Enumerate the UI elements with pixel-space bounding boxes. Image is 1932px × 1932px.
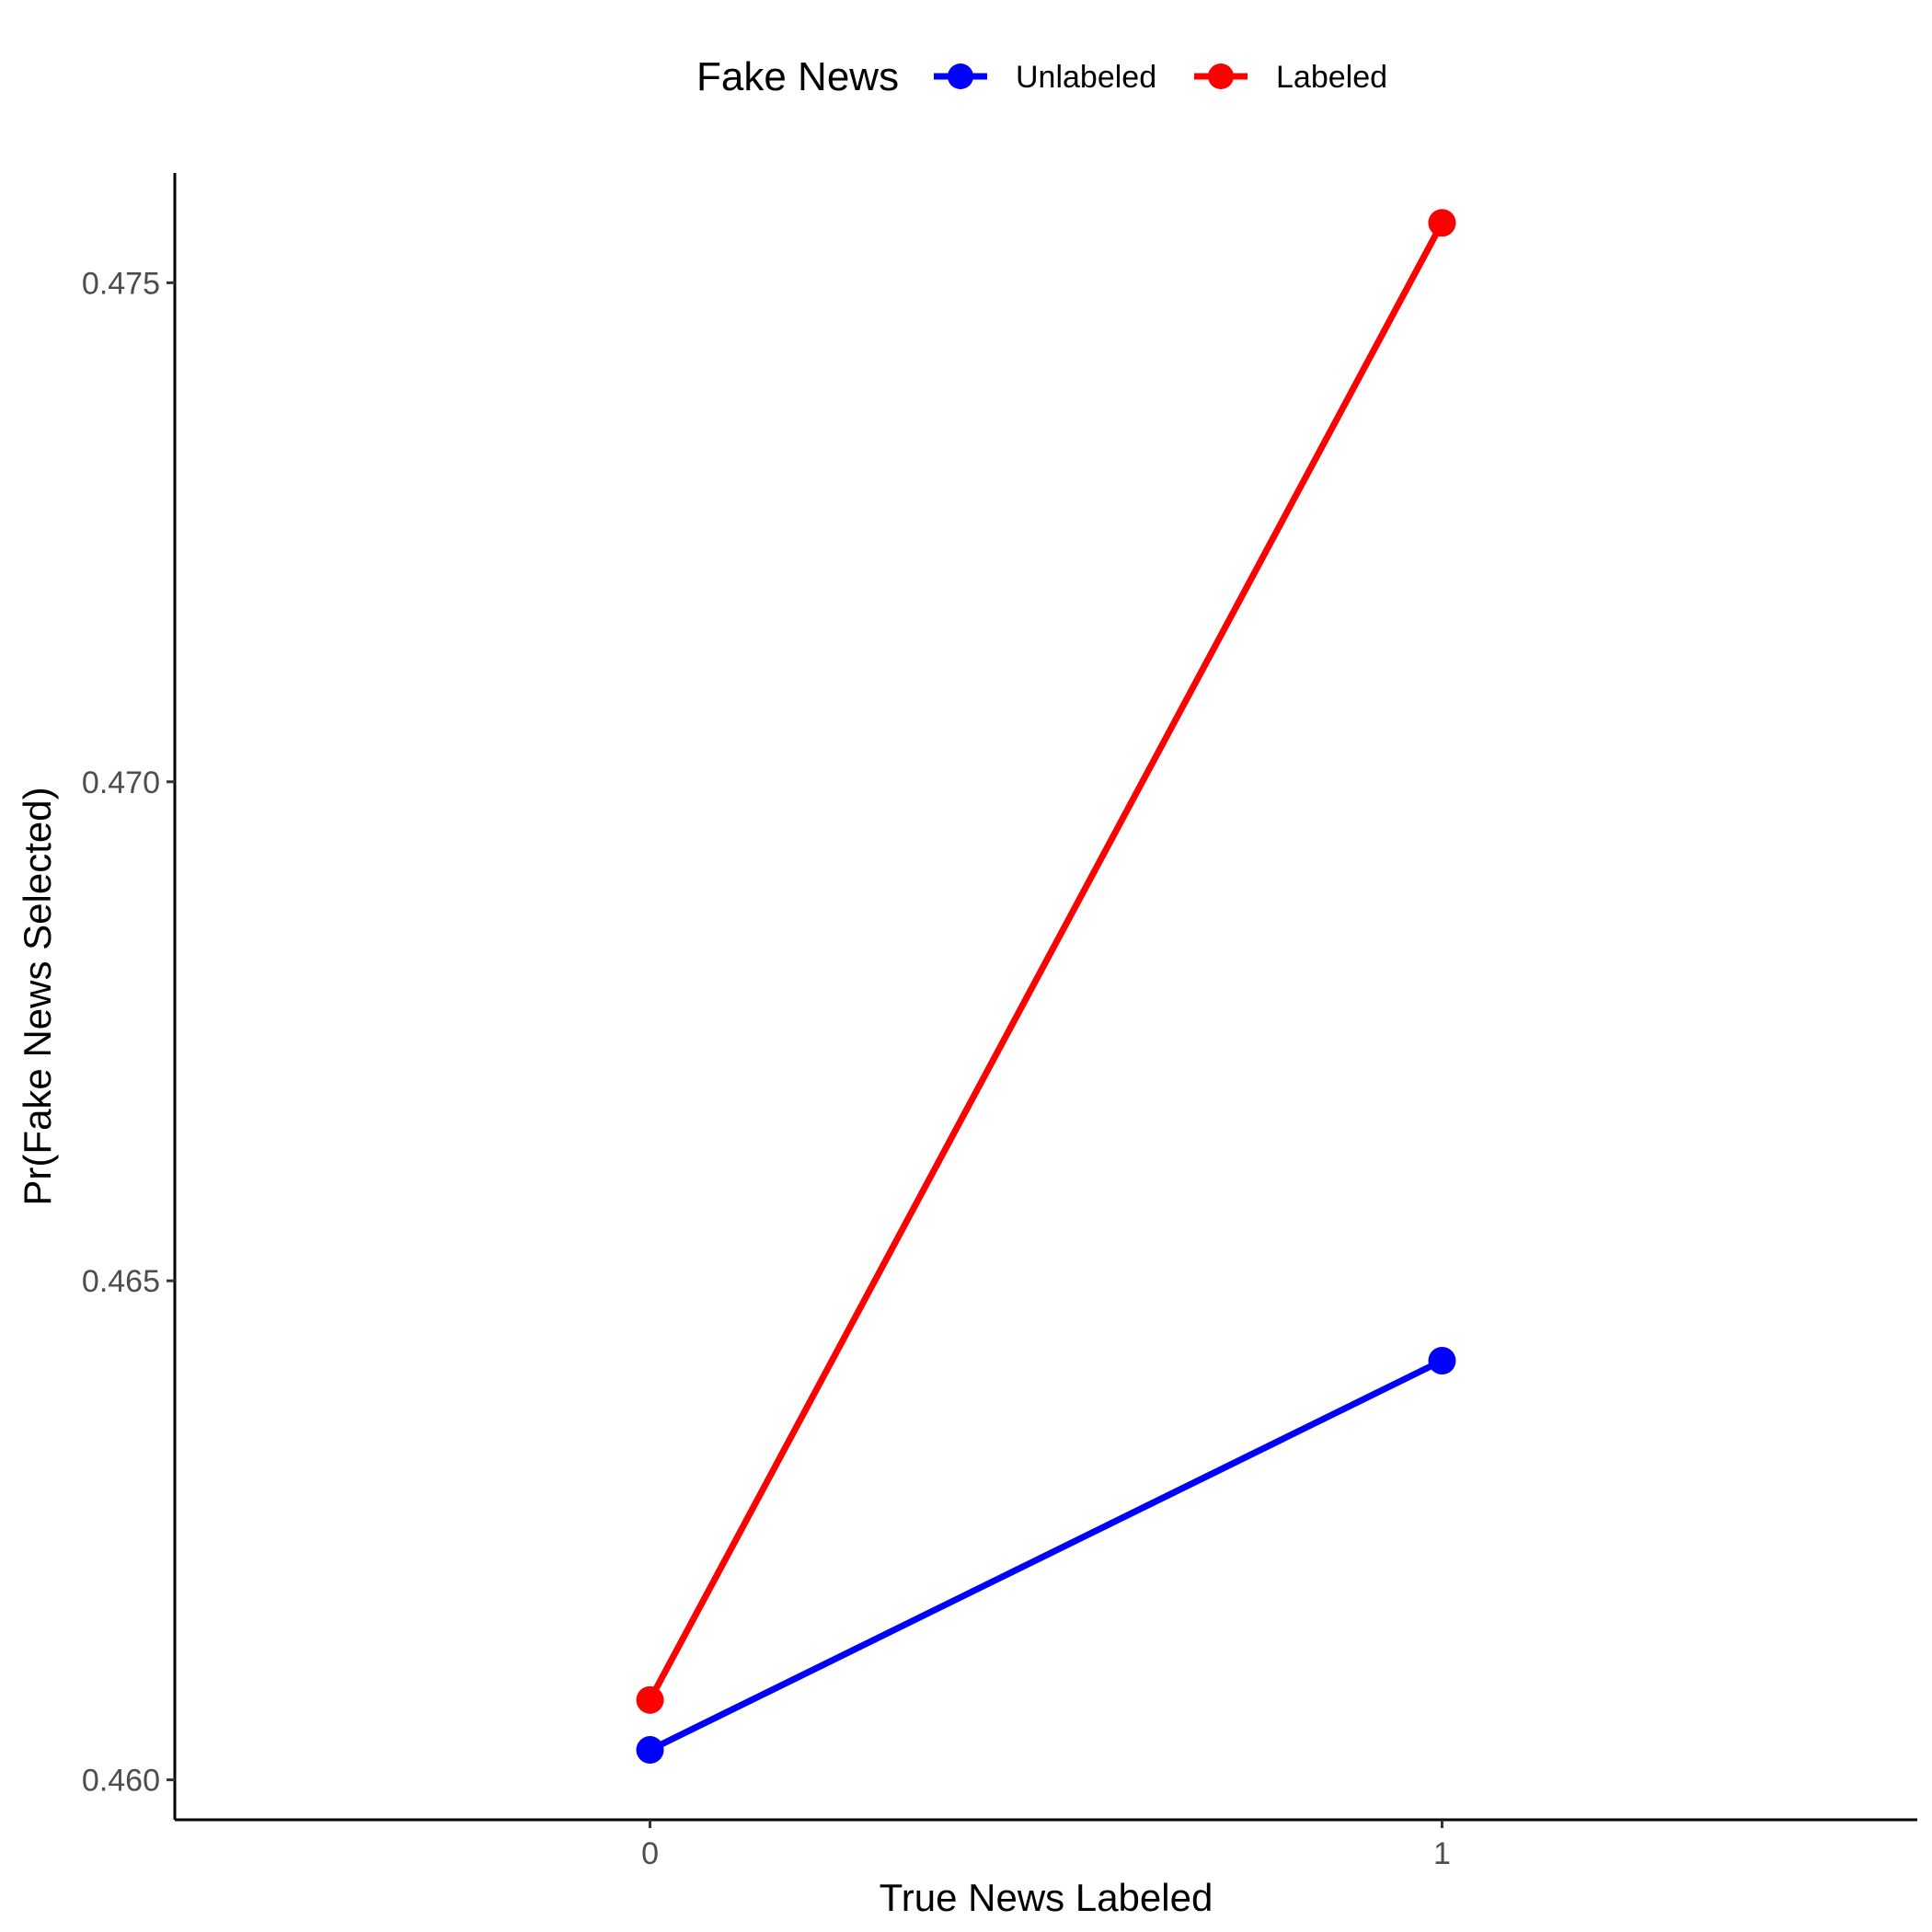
data-point-unlabeled <box>1428 1346 1456 1374</box>
series-line-unlabeled <box>648 1357 1444 1754</box>
data-point-labeled <box>636 1685 664 1714</box>
y-tick-label: 0.475 <box>82 266 160 301</box>
legend-key-unlabeled-point <box>948 63 973 89</box>
data-point-unlabeled <box>636 1736 664 1765</box>
legend-label-labeled: Labeled <box>1276 60 1387 95</box>
y-tick-label: 0.465 <box>82 1264 160 1299</box>
y-axis-title: Pr(Fake News Selected) <box>16 787 59 1205</box>
legend-key-labeled-point <box>1208 63 1234 89</box>
data-point-labeled <box>1428 209 1456 237</box>
series-line-labeled <box>647 221 1445 1702</box>
y-tick-label: 0.460 <box>82 1764 160 1799</box>
legend-label-unlabeled: Unlabeled <box>1016 60 1156 95</box>
legend: Fake News Unlabeled Labeled <box>696 54 1387 99</box>
legend-title: Fake News <box>696 54 899 99</box>
y-axis-ticks: 0.460 0.465 0.470 0.475 <box>82 266 175 1799</box>
series-layer <box>636 209 1456 1765</box>
x-tick-label: 1 <box>1433 1836 1451 1871</box>
x-axis-title: True News Labeled <box>880 1876 1213 1919</box>
x-tick-label: 0 <box>641 1836 659 1871</box>
y-tick-label: 0.470 <box>82 765 160 800</box>
